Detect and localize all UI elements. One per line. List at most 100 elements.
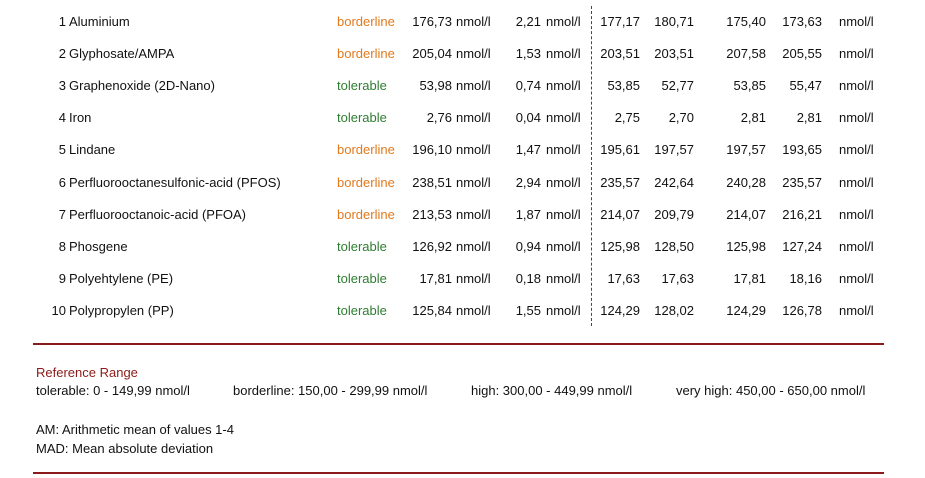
status-badge: tolerable	[337, 271, 387, 286]
mad-value: 1,47	[515, 142, 541, 157]
arithmetic-mean-unit: nmol/l	[456, 303, 491, 318]
table-row: 7 Perfluorooctanoic-acid (PFOA) borderline…	[0, 204, 925, 226]
status-badge: tolerable	[337, 239, 387, 254]
reference-borderline: borderline: 150,00 - 299,99 nmol/l	[233, 383, 428, 398]
substance-name: Aluminium	[69, 14, 130, 29]
measurement-value-1: 2,75	[614, 110, 640, 125]
reference-range-title: Reference Range	[36, 365, 138, 380]
status-badge: borderline	[337, 46, 395, 61]
measurement-value-1: 214,07	[600, 207, 640, 222]
row-index: 7	[58, 207, 66, 222]
arithmetic-mean-value: 126,92	[412, 239, 452, 254]
arithmetic-mean-value: 53,98	[419, 78, 452, 93]
table-row: 5 Lindane borderline 196,10 nmol/l 1,47 nmol/l…	[0, 139, 925, 161]
mad-value: 2,21	[515, 14, 541, 29]
table-row: 9 Polyehtylene (PE) tolerable 17,81 nmol/l 0,…	[0, 268, 925, 290]
row-index: 1	[58, 14, 66, 29]
measurement-unit: nmol/l	[839, 175, 874, 190]
row-index: 3	[58, 78, 66, 93]
arithmetic-mean-value: 2,76	[426, 110, 452, 125]
measurement-value-4: 193,65	[782, 142, 822, 157]
status-badge: borderline	[337, 175, 395, 190]
row-index: 10	[51, 303, 66, 318]
arithmetic-mean-value: 17,81	[419, 271, 452, 286]
mad-unit: nmol/l	[546, 271, 581, 286]
measurement-value-3: 240,28	[726, 175, 766, 190]
arithmetic-mean-unit: nmol/l	[456, 46, 491, 61]
reference-tolerable: tolerable: 0 - 149,99 nmol/l	[36, 383, 190, 398]
measurement-unit: nmol/l	[839, 239, 874, 254]
table-row: 1 Aluminium borderline 176,73 nmol/l 2,21 nmol…	[0, 11, 925, 33]
measurement-value-1: 195,61	[600, 142, 640, 157]
measurement-value-1: 235,57	[600, 175, 640, 190]
measurement-value-4: 55,47	[789, 78, 822, 93]
measurement-value-4: 127,24	[782, 239, 822, 254]
mad-unit: nmol/l	[546, 110, 581, 125]
measurement-value-2: 17,63	[661, 271, 694, 286]
measurement-unit: nmol/l	[839, 207, 874, 222]
mad-unit: nmol/l	[546, 46, 581, 61]
measurement-unit: nmol/l	[839, 46, 874, 61]
reference-very-high: very high: 450,00 - 650,00 nmol/l	[676, 383, 866, 398]
note-am: AM: Arithmetic mean of values 1-4	[36, 422, 234, 437]
measurement-value-1: 53,85	[607, 78, 640, 93]
measurement-unit: nmol/l	[839, 78, 874, 93]
row-index: 2	[58, 46, 66, 61]
mad-unit: nmol/l	[546, 14, 581, 29]
mad-value: 0,18	[515, 271, 541, 286]
measurement-value-2: 180,71	[654, 14, 694, 29]
table-row: 6 Perfluorooctanesulfonic-acid (PFOS) bord…	[0, 172, 925, 194]
mad-value: 0,94	[515, 239, 541, 254]
arithmetic-mean-unit: nmol/l	[456, 271, 491, 286]
arithmetic-mean-value: 196,10	[412, 142, 452, 157]
mad-value: 1,53	[515, 46, 541, 61]
measurement-unit: nmol/l	[839, 142, 874, 157]
substance-name: Phosgene	[69, 239, 128, 254]
column-divider	[591, 6, 592, 326]
row-index: 5	[58, 142, 66, 157]
row-index: 4	[58, 110, 66, 125]
mad-unit: nmol/l	[546, 239, 581, 254]
substance-name: Lindane	[69, 142, 116, 157]
row-index: 9	[58, 271, 66, 286]
substance-name: Graphenoxide (2D-Nano)	[69, 78, 215, 93]
table-row: 10 Polypropylen (PP) tolerable 125,84 nmol/l…	[0, 300, 925, 322]
measurement-value-2: 52,77	[661, 78, 694, 93]
arithmetic-mean-unit: nmol/l	[456, 239, 491, 254]
measurement-value-3: 53,85	[733, 78, 766, 93]
measurement-value-3: 197,57	[726, 142, 766, 157]
substance-name: Polypropylen (PP)	[69, 303, 174, 318]
measurement-value-4: 2,81	[796, 110, 822, 125]
measurement-value-2: 128,02	[654, 303, 694, 318]
arithmetic-mean-unit: nmol/l	[456, 207, 491, 222]
arithmetic-mean-value: 205,04	[412, 46, 452, 61]
status-badge: borderline	[337, 14, 395, 29]
note-mad: MAD: Mean absolute deviation	[36, 441, 214, 456]
mad-unit: nmol/l	[546, 303, 581, 318]
arithmetic-mean-unit: nmol/l	[456, 110, 491, 125]
reference-high: high: 300,00 - 449,99 nmol/l	[471, 383, 633, 398]
measurement-value-3: 214,07	[726, 207, 766, 222]
mad-unit: nmol/l	[546, 207, 581, 222]
arithmetic-mean-unit: nmol/l	[456, 78, 491, 93]
substance-name: Glyphosate/AMPA	[69, 46, 175, 61]
measurement-value-3: 207,58	[726, 46, 766, 61]
measurement-value-2: 242,64	[654, 175, 694, 190]
measurement-value-4: 235,57	[782, 175, 822, 190]
row-index: 8	[58, 239, 66, 254]
measurement-value-1: 203,51	[600, 46, 640, 61]
table-row: 2 Glyphosate/AMPA borderline 205,04 nmol/l 1,…	[0, 43, 925, 65]
measurement-value-3: 2,81	[740, 110, 766, 125]
measurement-value-2: 197,57	[654, 142, 694, 157]
arithmetic-mean-value: 213,53	[412, 207, 452, 222]
status-badge: borderline	[337, 207, 395, 222]
measurement-unit: nmol/l	[839, 271, 874, 286]
mad-value: 0,04	[515, 110, 541, 125]
status-badge: tolerable	[337, 110, 387, 125]
table-row: 8 Phosgene tolerable 126,92 nmol/l 0,94 nmol/l…	[0, 236, 925, 258]
table-row: 4 Iron tolerable 2,76 nmol/l 0,04 nmol/l 2,75 2,…	[0, 107, 925, 129]
measurement-value-3: 124,29	[726, 303, 766, 318]
measurement-unit: nmol/l	[839, 303, 874, 318]
measurement-value-2: 2,70	[668, 110, 694, 125]
arithmetic-mean-unit: nmol/l	[456, 175, 491, 190]
